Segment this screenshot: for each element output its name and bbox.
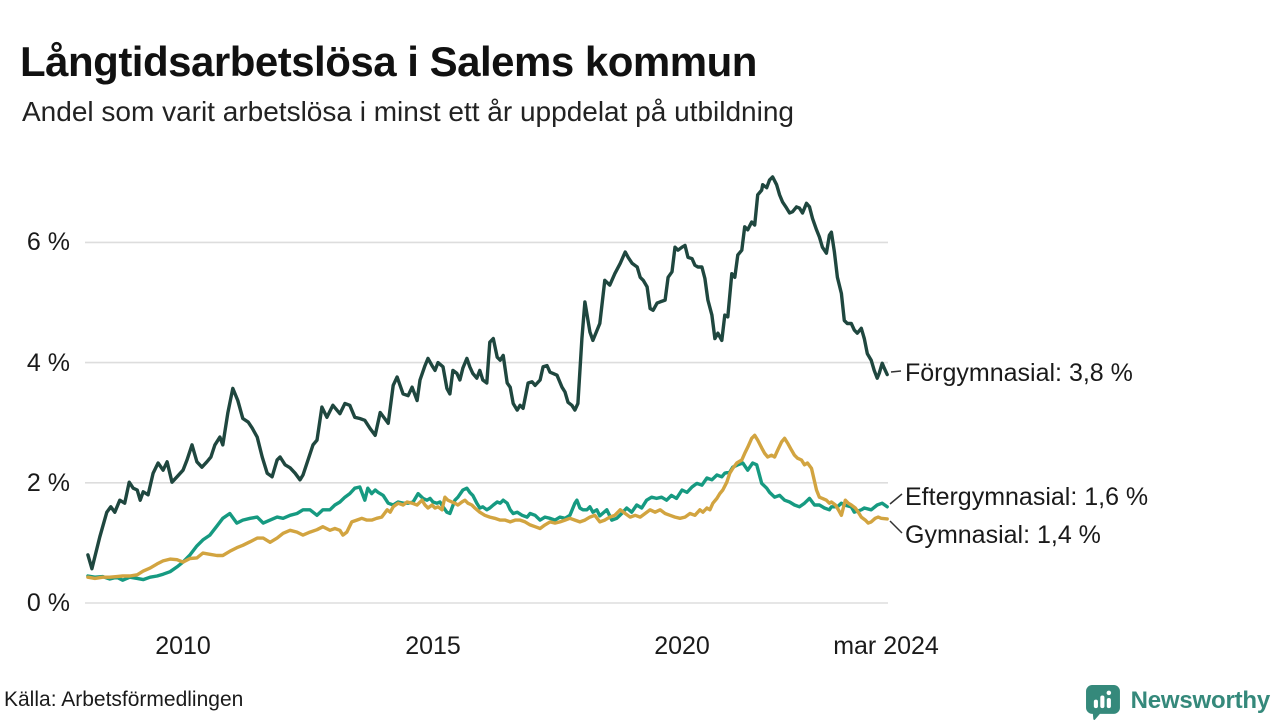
series-label-eftergymnasial: Eftergymnasial: 1,6 % bbox=[905, 483, 1149, 511]
newsworthy-brand: Newsworthy bbox=[1085, 682, 1270, 720]
x-axis-tick-2010: 2010 bbox=[155, 632, 211, 660]
series-line-gymnasial bbox=[86, 433, 889, 581]
newsworthy-logo-icon bbox=[1085, 684, 1120, 720]
label-leader-gymnasial bbox=[889, 520, 903, 534]
label-leader-forgymnasial bbox=[890, 370, 902, 373]
series-line-forgymnasial bbox=[86, 175, 889, 571]
page-subtitle: Andel som varit arbetslösa i minst ett å… bbox=[22, 96, 794, 127]
y-axis-tick-4: 4 % bbox=[26, 349, 70, 377]
y-axis-tick-0: 0 % bbox=[26, 589, 70, 617]
series-label-forgymnasial: Förgymnasial: 3,8 % bbox=[905, 359, 1133, 387]
x-axis-tick-mar-2024: mar 2024 bbox=[833, 632, 939, 660]
series-label-gymnasial: Gymnasial: 1,4 % bbox=[905, 521, 1101, 549]
x-axis-tick-2015: 2015 bbox=[405, 632, 461, 660]
y-axis-tick-6: 6 % bbox=[26, 228, 70, 256]
y-axis-tick-2: 2 % bbox=[26, 469, 70, 497]
source-note: Källa: Arbetsförmedlingen bbox=[4, 688, 244, 711]
label-leader-eftergymnasial bbox=[889, 493, 903, 505]
page-title: Långtidsarbetslösa i Salems kommun bbox=[20, 38, 757, 86]
series-line-eftergymnasial bbox=[86, 461, 889, 582]
x-axis-tick-2020: 2020 bbox=[654, 632, 710, 660]
newsworthy-brand-name: Newsworthy bbox=[1130, 687, 1271, 714]
